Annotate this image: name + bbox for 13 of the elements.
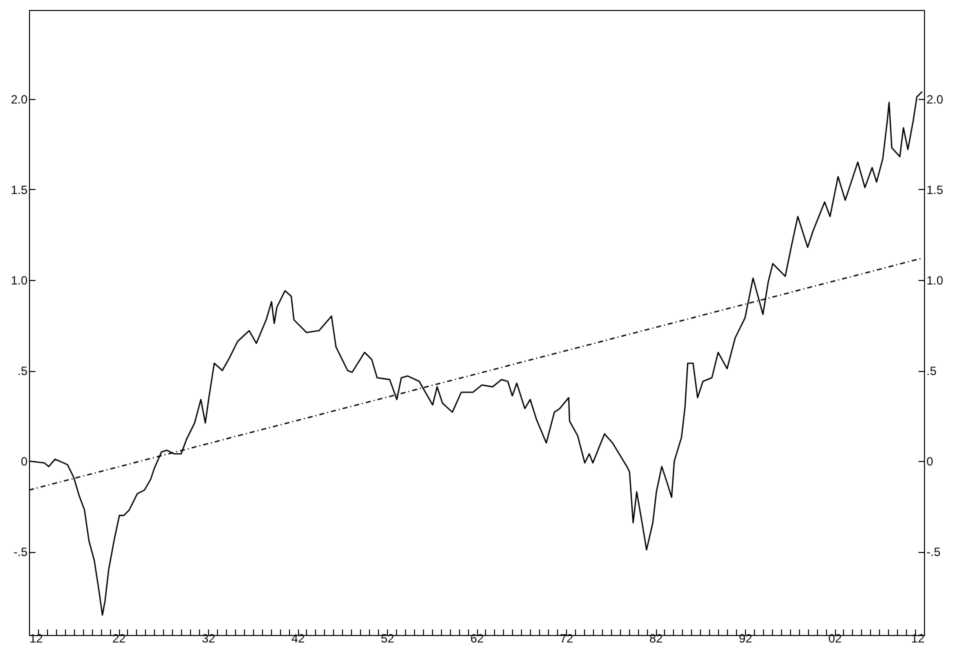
y-tick-label: 0 — [20, 454, 28, 469]
y-tick-label: 1.0 — [10, 273, 28, 288]
y2-tick-label: 1.5 — [926, 182, 944, 197]
y2-tick-label: 0 — [926, 454, 934, 469]
y2-tick-label: 1.0 — [926, 273, 944, 288]
y-tick-label: 1.5 — [10, 182, 28, 197]
y2-tick-label: .5 — [926, 364, 937, 378]
y-tick-label: 2.0 — [10, 92, 28, 106]
y-tick-label: .5 — [17, 364, 28, 378]
y-tick-label: -.5 — [13, 545, 28, 560]
y2-tick-label: -.5 — [926, 545, 941, 560]
y2-tick-label: 2.0 — [926, 92, 944, 106]
line-series — [28, 90, 923, 616]
